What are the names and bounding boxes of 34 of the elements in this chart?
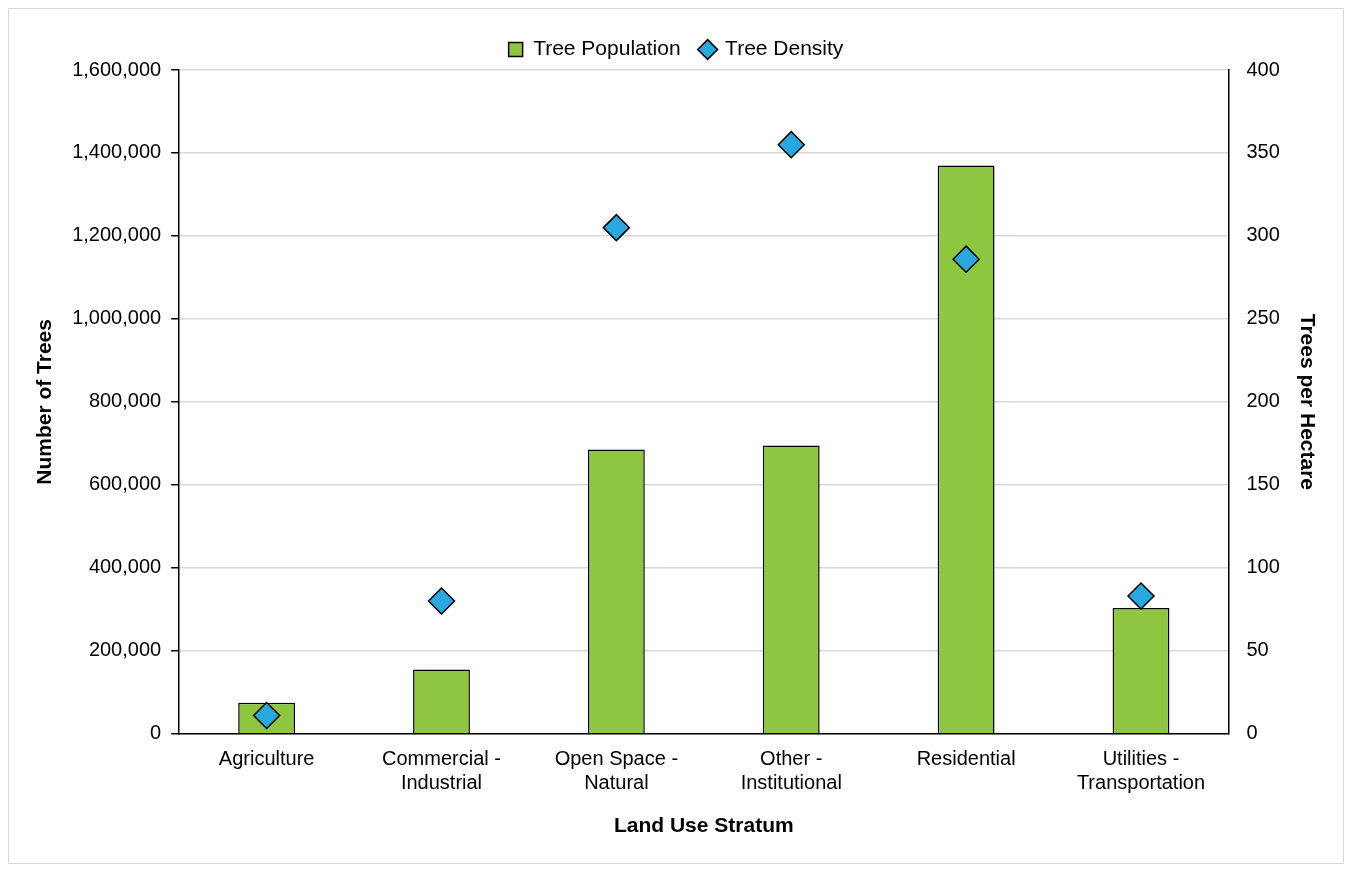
- y2-tick-label: 250: [1246, 306, 1280, 329]
- x-axis-title: Land Use Stratum: [613, 813, 794, 837]
- y-tick-label: 200,000: [88, 638, 162, 661]
- point: [777, 130, 805, 159]
- point: [602, 213, 631, 242]
- y2-tick-label: 0: [1246, 721, 1258, 744]
- y-tick-label: 600,000: [88, 472, 162, 495]
- y-tick-label: 800,000: [88, 389, 162, 412]
- y2-tick-label: 350: [1246, 140, 1280, 163]
- y2-tick-label: 400: [1246, 57, 1280, 80]
- y-tick-label: 1,200,000: [72, 223, 162, 246]
- x-tick-label: Residential: [916, 747, 1016, 770]
- y2-tick-label: 100: [1246, 555, 1280, 578]
- y2-tick-label: 50: [1246, 638, 1269, 661]
- x-tick-label: Other - Institutional: [740, 747, 842, 794]
- y-tick-label: 1,600,000: [72, 57, 162, 80]
- y-axis-title: Number of Trees: [32, 319, 56, 485]
- y-tick-label: 1,000,000: [72, 306, 162, 329]
- y2-tick-label: 200: [1246, 389, 1280, 412]
- y2-tick-label: 300: [1246, 223, 1280, 246]
- y-tick-label: 400,000: [88, 555, 162, 578]
- x-tick-label: Open Space - Natural: [554, 747, 679, 794]
- y2-tick-label: 150: [1246, 472, 1280, 495]
- point: [1127, 582, 1155, 610]
- x-tick-label: Commercial - Industrial: [382, 747, 501, 794]
- y2-axis-title: Trees per Hectare: [1296, 313, 1320, 491]
- point: [952, 245, 980, 273]
- y-tick-label: 0: [150, 721, 162, 744]
- legend-label: Tree Density: [725, 36, 844, 60]
- y-tick-label: 1,400,000: [72, 140, 162, 163]
- point: [427, 587, 456, 615]
- x-tick-label: Utilities - Transportation: [1076, 747, 1206, 794]
- legend-label: Tree Population: [533, 36, 681, 60]
- x-tick-label: Agriculture: [218, 747, 315, 770]
